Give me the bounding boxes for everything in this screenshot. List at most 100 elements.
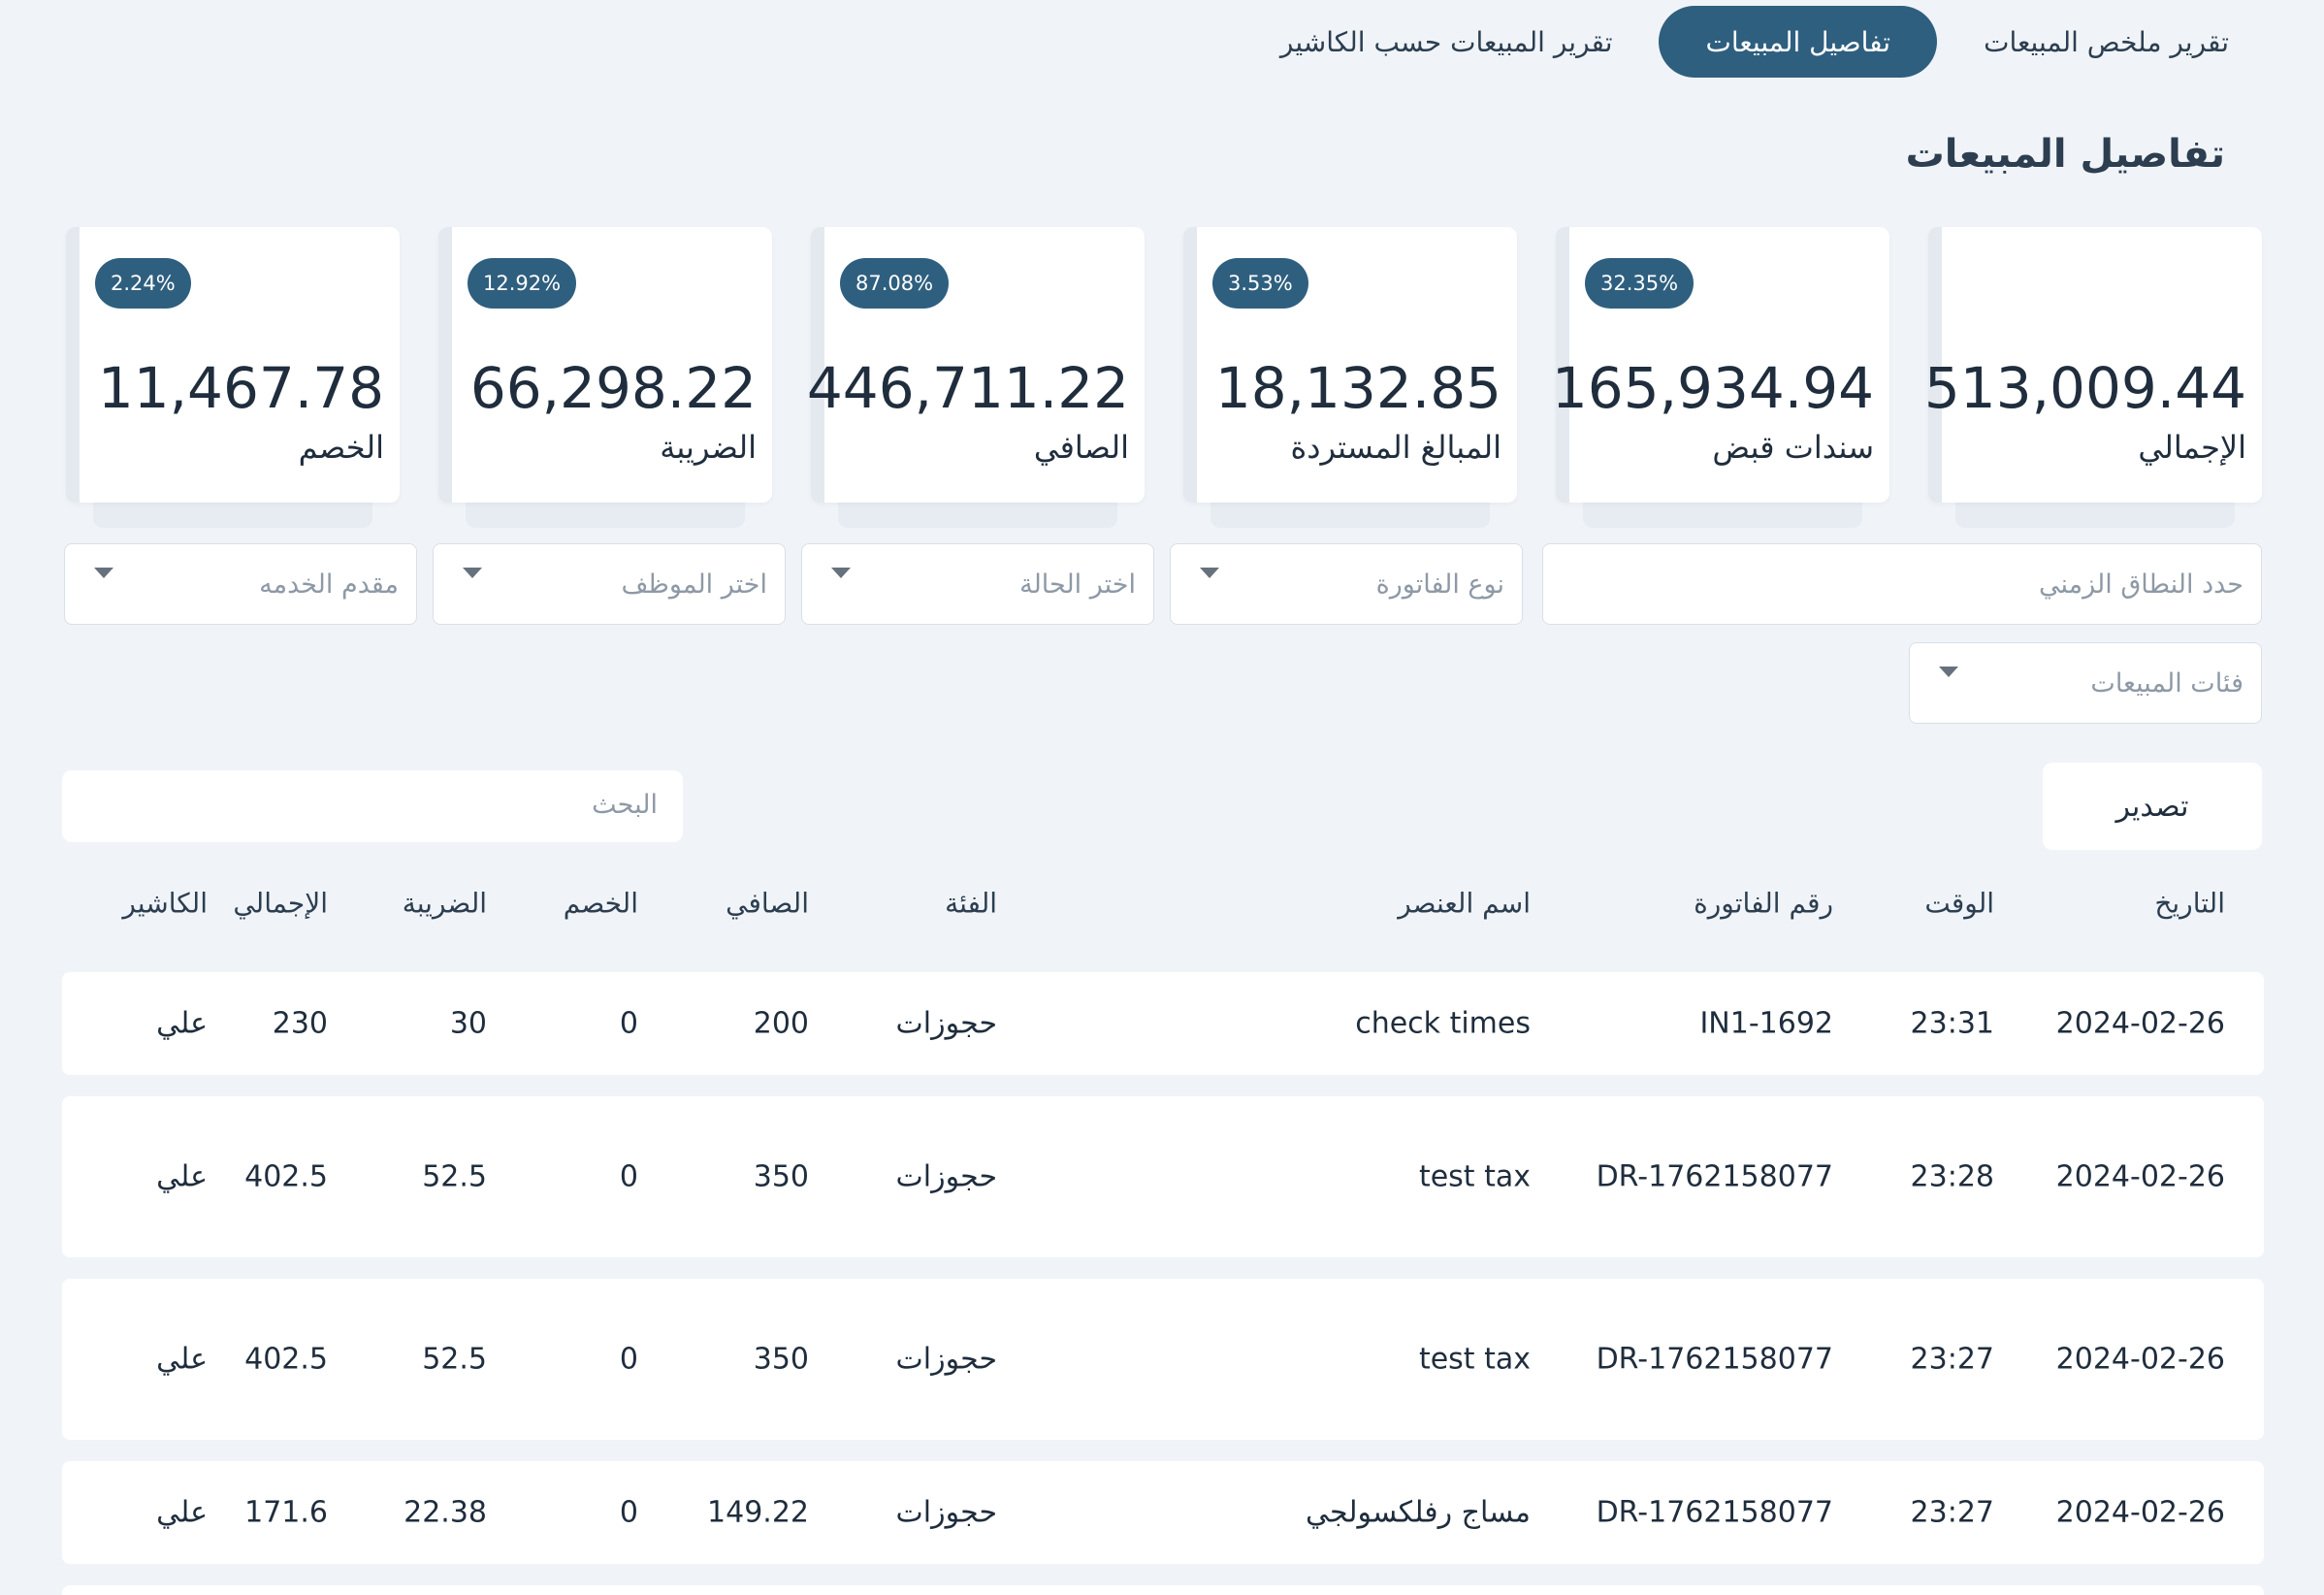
- cell-net: 350: [753, 1159, 809, 1194]
- chevron-down-icon: [463, 568, 482, 578]
- stat-label: الصافي: [1033, 429, 1129, 466]
- stat-value: 11,467.78: [97, 355, 384, 421]
- cell-category: حجوزات: [895, 1006, 997, 1041]
- stat-value: 165,934.94: [1551, 355, 1874, 421]
- chevron-down-icon: [1939, 667, 1958, 677]
- invoice-type-select[interactable]: نوع الفاتورة: [1170, 543, 1523, 625]
- stat-label: سندات قبض: [1712, 429, 1874, 466]
- cell-date: 2024-02-26: [2055, 1495, 2225, 1530]
- stat-card-refunds: 3.53% 18,132.85 المبالغ المستردة: [1183, 227, 1517, 528]
- stat-card-discount: 2.24% 11,467.78 الخصم: [66, 227, 400, 528]
- cell-cashier: علي: [156, 1159, 208, 1194]
- date-range-picker[interactable]: حدد النطاق الزمني: [1542, 543, 2262, 625]
- cell-time: 23:31: [1910, 1006, 1994, 1041]
- search-placeholder: البحث: [592, 790, 658, 820]
- cell-tax: 30: [449, 1006, 487, 1041]
- cell-invoice: DR-1762158077: [1596, 1342, 1833, 1377]
- stat-card-net: 87.08% 446,711.22 الصافي: [807, 227, 1145, 528]
- date-range-placeholder: حدد النطاق الزمني: [2039, 569, 2243, 600]
- col-item[interactable]: اسم العنصر: [1398, 887, 1531, 920]
- col-cashier[interactable]: الكاشير: [122, 887, 208, 920]
- sales-categories-placeholder: فئات المبيعات: [2090, 667, 2243, 699]
- table-row[interactable]: 2024-02-26 23:27 DR-1762158077 مساج رفلك…: [62, 1461, 2264, 1564]
- percent-badge: 2.24%: [95, 258, 191, 309]
- stat-label: الضريبة: [660, 429, 757, 466]
- cell-net: 200: [753, 1006, 809, 1041]
- table-row[interactable]: 2024-02-26 23:28 DR-1762158077 test tax …: [62, 1096, 2264, 1257]
- cell-discount: 0: [619, 1342, 638, 1377]
- tab-sales-summary[interactable]: تقرير ملخص المبيعات: [1984, 25, 2229, 58]
- cell-discount: 0: [619, 1006, 638, 1041]
- stat-label: الإجمالي: [2138, 429, 2246, 466]
- cell-net: 149.22: [707, 1495, 809, 1530]
- page-title: تفاصيل المبيعات: [1905, 132, 2225, 177]
- col-category[interactable]: الفئة: [945, 887, 997, 920]
- cell-invoice: DR-1762158077: [1596, 1159, 1833, 1194]
- status-select[interactable]: اختر الحالة: [801, 543, 1154, 625]
- cell-date: 2024-02-26: [2055, 1159, 2225, 1194]
- percent-badge: 32.35%: [1585, 258, 1695, 309]
- stat-card-total: 513,009.44 الإجمالي: [1924, 227, 2262, 528]
- percent-badge: 87.08%: [840, 258, 950, 309]
- stat-value: 446,711.22: [806, 355, 1129, 421]
- report-tabs: تقرير ملخص المبيعات تفاصيل المبيعات تقري…: [1234, 6, 2276, 78]
- stat-label: المبالغ المستردة: [1290, 429, 1501, 466]
- cell-tax: 22.38: [403, 1495, 487, 1530]
- cell-invoice: IN1-1692: [1699, 1006, 1833, 1041]
- invoice-type-placeholder: نوع الفاتورة: [1375, 569, 1504, 600]
- stat-value: 18,132.85: [1214, 355, 1501, 421]
- col-invoice[interactable]: رقم الفاتورة: [1694, 887, 1833, 920]
- cell-category: حجوزات: [895, 1342, 997, 1377]
- stat-card-receipts: 32.35% 165,934.94 سندات قبض: [1552, 227, 1889, 528]
- stat-label: الخصم: [298, 429, 384, 466]
- employee-select[interactable]: اختر الموظف: [433, 543, 786, 625]
- export-button[interactable]: تصدير: [2043, 763, 2262, 850]
- col-date[interactable]: التاريخ: [2154, 887, 2225, 920]
- table-header: التاريخ الوقت رقم الفاتورة اسم العنصر ال…: [62, 873, 2264, 933]
- cell-time: 23:28: [1910, 1159, 1994, 1194]
- cell-cashier: علي: [156, 1495, 208, 1530]
- percent-badge: 12.92%: [468, 258, 577, 309]
- cell-category: حجوزات: [895, 1495, 997, 1530]
- stat-value: 66,298.22: [469, 355, 757, 421]
- cell-item: test tax: [1418, 1159, 1531, 1194]
- chevron-down-icon: [831, 568, 851, 578]
- col-net[interactable]: الصافي: [726, 887, 809, 920]
- stats-cards: 513,009.44 الإجمالي 32.35% 165,934.94 سن…: [66, 227, 2262, 528]
- table-row[interactable]: [62, 1585, 2264, 1595]
- service-provider-placeholder: مقدم الخدمه: [259, 569, 399, 600]
- cell-item: check times: [1355, 1006, 1531, 1041]
- employee-placeholder: اختر الموظف: [621, 569, 767, 600]
- sales-categories-select[interactable]: فئات المبيعات: [1909, 642, 2262, 724]
- cell-date: 2024-02-26: [2055, 1342, 2225, 1377]
- cell-item: مساج رفلكسولجي: [1306, 1495, 1531, 1530]
- col-tax[interactable]: الضريبة: [402, 887, 487, 920]
- cell-cashier: علي: [156, 1342, 208, 1377]
- tab-sales-by-cashier[interactable]: تقرير المبيعات حسب الكاشير: [1279, 25, 1613, 58]
- stat-card-tax: 12.92% 66,298.22 الضريبة: [438, 227, 772, 528]
- table-row[interactable]: 2024-02-26 23:27 DR-1762158077 test tax …: [62, 1279, 2264, 1440]
- cell-total: 171.6: [244, 1495, 328, 1530]
- cell-invoice: DR-1762158077: [1596, 1495, 1833, 1530]
- cell-total: 230: [272, 1006, 328, 1041]
- cell-tax: 52.5: [422, 1342, 487, 1377]
- table-row[interactable]: 2024-02-26 23:31 IN1-1692 check times حج…: [62, 972, 2264, 1075]
- percent-badge: 3.53%: [1212, 258, 1308, 309]
- chevron-down-icon: [1200, 568, 1219, 578]
- tab-sales-details[interactable]: تفاصيل المبيعات: [1659, 6, 1938, 78]
- cell-cashier: علي: [156, 1006, 208, 1041]
- service-provider-select[interactable]: مقدم الخدمه: [64, 543, 417, 625]
- col-discount[interactable]: الخصم: [563, 887, 638, 920]
- search-input[interactable]: البحث: [62, 770, 683, 842]
- chevron-down-icon: [94, 568, 113, 578]
- status-placeholder: اختر الحالة: [1019, 569, 1136, 600]
- col-total[interactable]: الإجمالي: [233, 887, 328, 920]
- cell-discount: 0: [619, 1159, 638, 1194]
- cell-tax: 52.5: [422, 1159, 487, 1194]
- cell-discount: 0: [619, 1495, 638, 1530]
- cell-item: test tax: [1418, 1342, 1531, 1377]
- col-time[interactable]: الوقت: [1924, 887, 1994, 920]
- cell-category: حجوزات: [895, 1159, 997, 1194]
- stat-value: 513,009.44: [1923, 355, 2246, 421]
- cell-total: 402.5: [244, 1159, 328, 1194]
